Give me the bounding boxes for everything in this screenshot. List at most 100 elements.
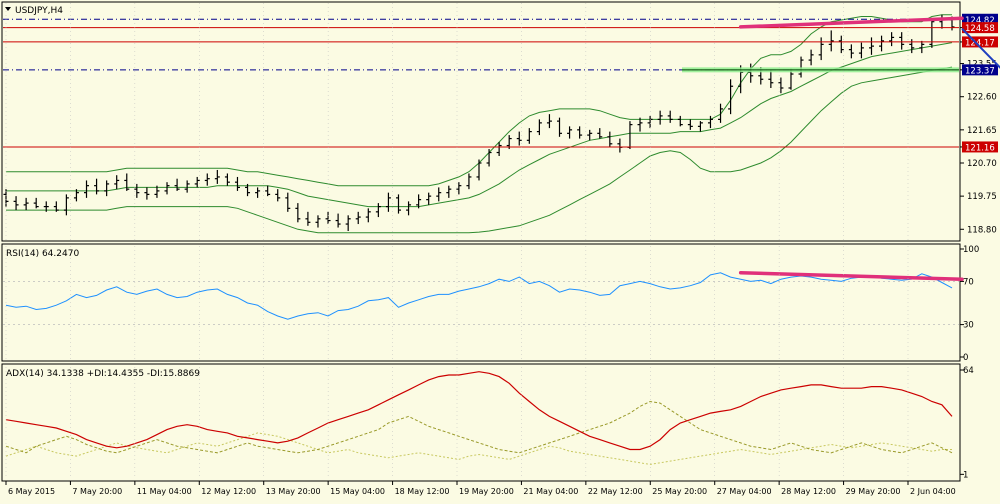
minus-di-line bbox=[5, 432, 952, 465]
ohlc-bar bbox=[355, 211, 361, 225]
time-label: 22 May 12:00 bbox=[588, 487, 643, 496]
rsi-pane bbox=[1, 243, 961, 362]
ohlc-bar bbox=[43, 201, 49, 212]
ohlc-bar bbox=[697, 121, 703, 132]
time-label: 28 May 12:00 bbox=[781, 487, 836, 496]
price-pane bbox=[1, 1, 961, 242]
time-axis: 6 May 2015 7 May 20:00 11 May 04:00 12 May … bbox=[5, 3, 956, 496]
ohlc-bar bbox=[255, 187, 261, 198]
ohlc-bar bbox=[194, 176, 200, 188]
ohlc-bar bbox=[204, 173, 210, 186]
time-label: 21 May 04:00 bbox=[523, 487, 578, 496]
ohlc-bar bbox=[858, 42, 864, 59]
adx-line bbox=[5, 371, 953, 451]
bollinger-lower-band bbox=[6, 66, 953, 234]
ohlc-bar bbox=[587, 129, 593, 141]
ohlc-bar bbox=[245, 183, 251, 197]
ohlc-bar bbox=[808, 49, 814, 66]
adx-axis: 64 1 bbox=[960, 366, 974, 480]
price-tick-label: 122.60 bbox=[967, 93, 997, 103]
ohlc-bar bbox=[546, 114, 552, 129]
ohlc-bar bbox=[617, 138, 623, 153]
ohlc-bar bbox=[728, 79, 734, 115]
price-tag bbox=[962, 141, 998, 153]
ohlc-bar bbox=[124, 173, 130, 191]
ohlc-bar bbox=[53, 201, 59, 212]
ohlc-bar bbox=[84, 180, 90, 198]
adx-title: ADX(14) 34.1338 +DI:14.4355 -DI:15.8869 bbox=[6, 369, 200, 379]
ohlc-bar bbox=[778, 77, 784, 94]
time-label: 2 Jun 04:00 bbox=[910, 487, 956, 496]
ohlc-bar bbox=[154, 185, 160, 198]
price-tag-label: 124.82 bbox=[965, 16, 995, 26]
price-tag-label: 121.16 bbox=[965, 143, 995, 153]
ohlc-bar bbox=[436, 187, 442, 202]
time-label: 7 May 20:00 bbox=[72, 487, 122, 496]
ohlc-bar bbox=[909, 39, 915, 54]
time-label: 29 May 20:00 bbox=[846, 487, 901, 496]
ohlc-bar bbox=[657, 110, 663, 125]
forecast-path bbox=[961, 28, 1000, 69]
ohlc-bar bbox=[526, 128, 532, 144]
price-levels bbox=[3, 18, 959, 148]
rsi-tick-label: 30 bbox=[963, 321, 974, 331]
ohlc-bar bbox=[234, 176, 240, 191]
ohlc-bar bbox=[63, 194, 69, 216]
ohlc-bar bbox=[667, 110, 673, 123]
time-label: 12 May 12:00 bbox=[201, 487, 256, 496]
ohlc-bar bbox=[899, 32, 905, 50]
ohlc-bar bbox=[879, 35, 885, 52]
ohlc-bar bbox=[164, 182, 170, 195]
ohlc-bar bbox=[184, 180, 190, 193]
ohlc-bar bbox=[536, 119, 542, 136]
ohlc-bar bbox=[33, 197, 39, 209]
ohlc-bar bbox=[466, 173, 472, 190]
annotations bbox=[738, 16, 1000, 69]
ohlc-bar bbox=[838, 35, 844, 54]
price-tag bbox=[962, 36, 998, 48]
ohlc-bar bbox=[134, 183, 140, 198]
triangle-down-icon[interactable] bbox=[5, 7, 11, 11]
ohlc-bar bbox=[557, 117, 563, 137]
price-plot bbox=[3, 14, 955, 234]
ohlc-bar bbox=[456, 182, 462, 195]
time-label: 27 May 04:00 bbox=[717, 487, 772, 496]
rsi-title: RSI(14) 64.2470 bbox=[6, 249, 79, 259]
ohlc-bar bbox=[395, 194, 401, 214]
ohlc-bar bbox=[295, 203, 301, 223]
ohlc-bar bbox=[345, 215, 351, 232]
ohlc-bar bbox=[285, 192, 291, 212]
ohlc-bar bbox=[889, 32, 895, 47]
price-tick-label: 120.70 bbox=[967, 159, 997, 169]
ohlc-bar bbox=[818, 37, 824, 61]
ohlc-bar bbox=[385, 192, 391, 212]
price-divergence-line bbox=[738, 16, 964, 29]
time-label: 25 May 20:00 bbox=[652, 487, 707, 496]
rsi-tick-label: 70 bbox=[963, 277, 974, 287]
ohlc-bar bbox=[365, 208, 371, 223]
ohlc-bar bbox=[516, 131, 522, 146]
adx-tick-label: 1 bbox=[963, 470, 968, 480]
ohlc-bar bbox=[607, 131, 613, 148]
price-tag-label: 124.17 bbox=[965, 38, 995, 48]
bollinger-middle-band bbox=[6, 42, 953, 208]
adx-tick-label: 64 bbox=[963, 366, 974, 376]
ohlc-bar bbox=[647, 115, 653, 129]
rsi-tick-label: 0 bbox=[963, 353, 968, 363]
ohlc-bar bbox=[174, 178, 180, 191]
price-title: USDJPY,H4 bbox=[15, 6, 63, 16]
ohlc-bar bbox=[104, 180, 110, 197]
ohlc-bar bbox=[848, 44, 854, 59]
ohlc-bar bbox=[828, 30, 834, 52]
price-tick-label: 118.80 bbox=[967, 225, 997, 235]
price-tick-label: 121.65 bbox=[967, 126, 997, 136]
price-tag bbox=[962, 22, 998, 34]
ohlc-bar bbox=[486, 149, 492, 167]
ohlc-bar bbox=[939, 14, 945, 29]
ohlc-bar bbox=[23, 197, 29, 211]
price-tag bbox=[962, 64, 998, 76]
ohlc-bar bbox=[577, 126, 583, 139]
ohlc-bar bbox=[426, 192, 432, 205]
price-tag bbox=[962, 13, 998, 25]
